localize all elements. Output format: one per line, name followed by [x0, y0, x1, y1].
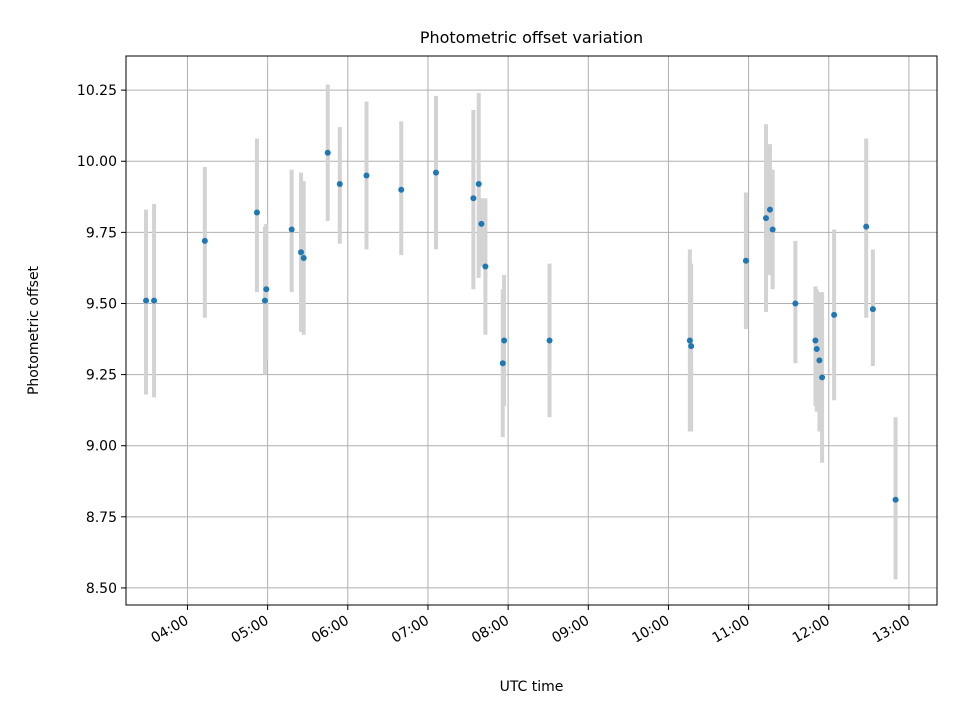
data-point	[762, 215, 769, 222]
grid-lines	[126, 56, 937, 605]
x-axis-label: UTC time	[500, 679, 564, 695]
data-point	[263, 286, 270, 293]
plot-area	[126, 56, 937, 605]
y-tick-label: 9.25	[86, 368, 117, 384]
data-point	[813, 345, 820, 352]
y-axis-ticks: 8.50 8.75 9.00 9.25 9.50 9.75 10.00 10.25	[77, 83, 126, 597]
plot-frame	[125, 55, 938, 606]
data-point	[766, 206, 773, 213]
y-tick-label: 8.50	[86, 581, 117, 597]
data-point	[546, 337, 553, 344]
data-point	[482, 263, 489, 270]
data-point	[499, 360, 506, 367]
data-point	[143, 297, 150, 304]
data-point	[501, 337, 508, 344]
data-point	[819, 374, 826, 381]
data-point	[470, 195, 477, 202]
y-tick-label: 9.75	[86, 225, 117, 241]
data-point	[201, 237, 208, 244]
data-point	[432, 169, 439, 176]
chart-title: Photometric offset variation	[420, 28, 643, 47]
y-tick-label: 8.75	[86, 510, 117, 526]
data-point	[816, 357, 823, 364]
data-point	[336, 181, 343, 188]
y-axis-label: Photometric offset	[26, 265, 42, 395]
data-point	[298, 249, 305, 256]
data-point	[863, 223, 870, 230]
data-point	[363, 172, 370, 179]
data-point	[812, 337, 819, 344]
data-point	[324, 149, 331, 156]
data-point	[686, 337, 693, 344]
data-point	[792, 300, 799, 307]
data-point	[151, 297, 158, 304]
data-point	[869, 306, 876, 313]
data-point	[831, 311, 838, 318]
data-point	[742, 257, 749, 264]
data-point	[288, 226, 295, 233]
data-point	[688, 343, 695, 350]
data-point	[892, 496, 899, 503]
y-tick-label: 9.00	[86, 439, 117, 455]
y-tick-label: 10.25	[77, 83, 117, 99]
data-point	[261, 297, 268, 304]
data-point	[253, 209, 260, 216]
data-point	[478, 220, 485, 227]
data-point	[300, 254, 307, 261]
data-points	[143, 149, 899, 503]
data-point	[398, 186, 405, 193]
data-point	[769, 226, 776, 233]
y-tick-label: 9.50	[86, 296, 117, 312]
data-point	[475, 181, 482, 188]
y-tick-label: 10.00	[77, 154, 117, 170]
